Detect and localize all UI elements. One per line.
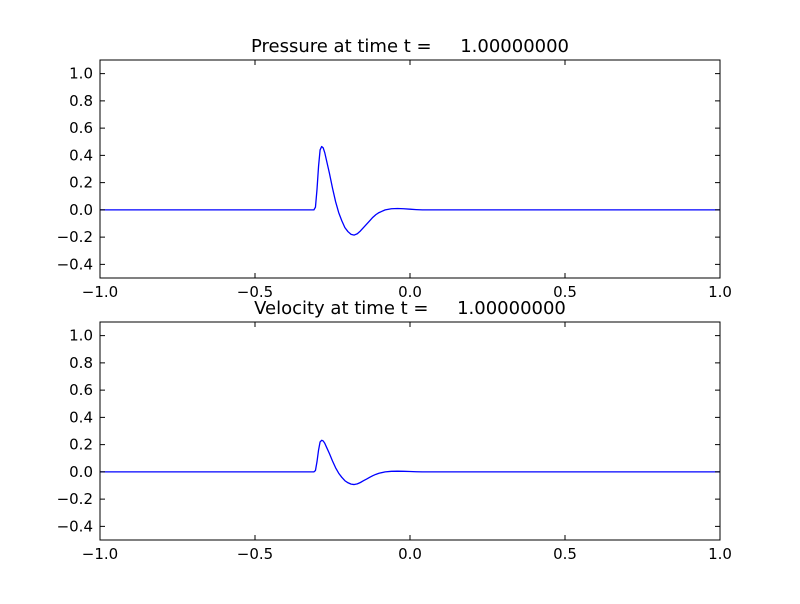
- velocity-series-line: [100, 439, 720, 486]
- pressure-y-tick-label: 0.4: [69, 146, 93, 164]
- velocity-x-tick-label: 1.0: [708, 545, 732, 563]
- velocity-y-tick-label: 0.2: [69, 436, 93, 454]
- pressure-subplot: −1.0 −0.5 0.0 0.5 1.0 −0.4 −0.2 0.0 0.2 0.4 0.6 0.8…: [57, 36, 732, 301]
- pressure-y-tick-label: −0.4: [57, 255, 93, 273]
- velocity-y-tick-label: 0.0: [69, 463, 93, 481]
- velocity-y-tick-label: −0.2: [57, 490, 93, 508]
- velocity-y-tick-label: 0.8: [69, 354, 93, 372]
- velocity-x-tick-label: 0.0: [398, 545, 422, 563]
- velocity-x-tick-label: −1.0: [82, 545, 118, 563]
- velocity-y-tick-label: 0.6: [69, 381, 93, 399]
- velocity-subplot: −1.0 −0.5 0.0 0.5 1.0 −0.4 −0.2 0.0 0.2 0.4 0.6 0.8…: [57, 298, 732, 563]
- pressure-series-line: [100, 145, 720, 236]
- pressure-y-tick-label: −0.2: [57, 228, 93, 246]
- pressure-x-tick-label: −1.0: [82, 283, 118, 301]
- velocity-chart-title: Velocity at time t = 1.00000000: [254, 298, 566, 319]
- pressure-x-tick-label: 0.5: [553, 283, 577, 301]
- pressure-x-tick-label: 1.0: [708, 283, 732, 301]
- pressure-y-tick-label: 0.2: [69, 174, 93, 192]
- velocity-x-tick-label: 0.5: [553, 545, 577, 563]
- pressure-y-tick-label: 1.0: [69, 65, 93, 83]
- velocity-y-tick-label: 0.4: [69, 408, 93, 426]
- pressure-y-tick-label: 0.8: [69, 92, 93, 110]
- pressure-y-tick-label: 0.0: [69, 201, 93, 219]
- velocity-y-tick-label: −0.4: [57, 517, 93, 535]
- pressure-x-tick-label: 0.0: [398, 283, 422, 301]
- velocity-y-tick-label: 1.0: [69, 327, 93, 345]
- pressure-x-tick-label: −0.5: [237, 283, 273, 301]
- pressure-y-tick-label: 0.6: [69, 119, 93, 137]
- pressure-chart-title: Pressure at time t = 1.00000000: [251, 36, 569, 57]
- velocity-x-tick-label: −0.5: [237, 545, 273, 563]
